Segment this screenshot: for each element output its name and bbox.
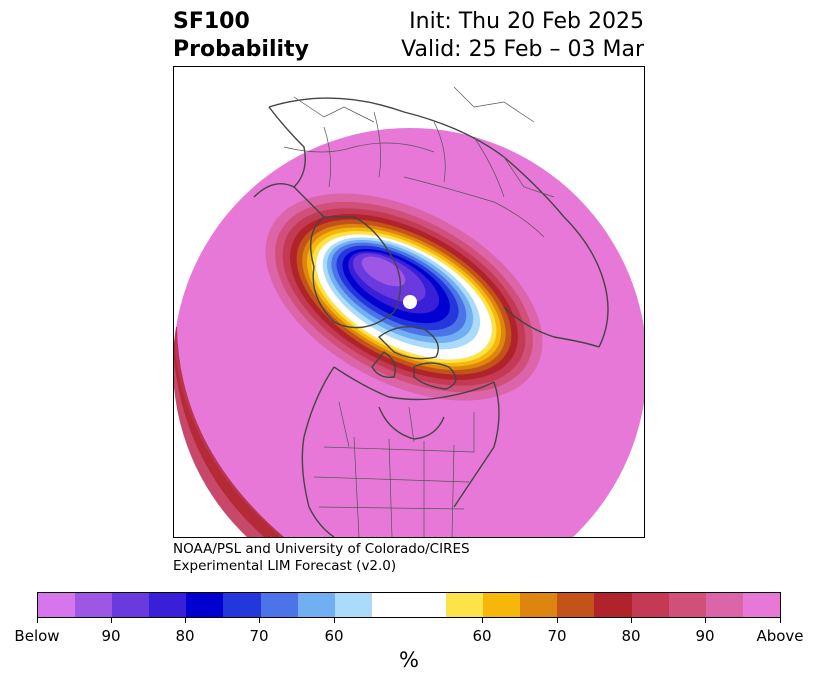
colorbar-tick-label: Above [756, 627, 804, 645]
colorbar-tick-label: 70 [547, 627, 567, 645]
colorbar-tick-mark [185, 618, 186, 623]
colorbar-segment [668, 593, 706, 617]
colorbar-segment [483, 593, 521, 617]
colorbar-segment [408, 593, 447, 617]
colorbar-segment [371, 593, 409, 617]
colorbar-segment [520, 593, 558, 617]
probability-contours [174, 193, 543, 537]
political-boundaries [283, 86, 555, 537]
north-pole-marker [403, 295, 417, 309]
valid-range: Valid: 25 Feb – 03 Mar [401, 37, 644, 62]
colorbar-segment [149, 593, 187, 617]
coastlines [253, 97, 609, 537]
colorbar-tick-label: 80 [621, 627, 641, 645]
colorbar-segment [112, 593, 150, 617]
colorbar-segment [705, 593, 743, 617]
colorbar-segment [38, 593, 76, 617]
colorbar-tick-label: 60 [324, 627, 344, 645]
colorbar-tick-mark [111, 618, 112, 623]
map-panel [173, 66, 645, 538]
colorbar-segment [186, 593, 224, 617]
colorbar-segment [334, 593, 372, 617]
colorbar-segment [297, 593, 335, 617]
chart-title-right: Init: Thu 20 Feb 2025 Valid: 25 Feb – 03… [401, 8, 644, 64]
band-below-95 [361, 256, 406, 287]
colorbar-segment [742, 593, 780, 617]
colorbar-tick-mark [482, 618, 483, 623]
colorbar-tick-label: 70 [249, 627, 269, 645]
colorbar-segment [557, 593, 595, 617]
credit-text: NOAA/PSL and University of Colorado/CIRE… [173, 541, 470, 575]
chart-title-left: SF100 Probability [173, 8, 309, 64]
colorbar-segment [631, 593, 669, 617]
polar-map [174, 86, 644, 537]
colorbar-segment [260, 593, 298, 617]
colorbar-tick-label: 90 [101, 627, 121, 645]
colorbar-segment [223, 593, 261, 617]
colorbar-tick-label: 90 [695, 627, 715, 645]
colorbar-tick-mark [780, 618, 781, 623]
credit-line-2: Experimental LIM Forecast (v2.0) [173, 558, 397, 574]
colorbar-tick-mark [557, 618, 558, 623]
colorbar-segment [446, 593, 484, 617]
colorbar-tick-mark [334, 618, 335, 623]
colorbar-tick-label: Below [14, 627, 60, 645]
product-title: Probability [173, 37, 309, 62]
colorbar-tick-mark [259, 618, 260, 623]
colorbar-tick-mark [37, 618, 38, 623]
credit-line-1: NOAA/PSL and University of Colorado/CIRE… [173, 541, 470, 557]
colorbar-tick-mark [631, 618, 632, 623]
colorbar-tick-label: 80 [175, 627, 195, 645]
colorbar-unit: % [399, 648, 419, 672]
colorbar-segment [594, 593, 632, 617]
colorbar-tick-mark [705, 618, 706, 623]
variable-title: SF100 [173, 9, 250, 34]
colorbar-tick-label: 60 [472, 627, 492, 645]
colorbar [37, 592, 781, 618]
init-date: Init: Thu 20 Feb 2025 [409, 9, 644, 34]
colorbar-segment [75, 593, 113, 617]
